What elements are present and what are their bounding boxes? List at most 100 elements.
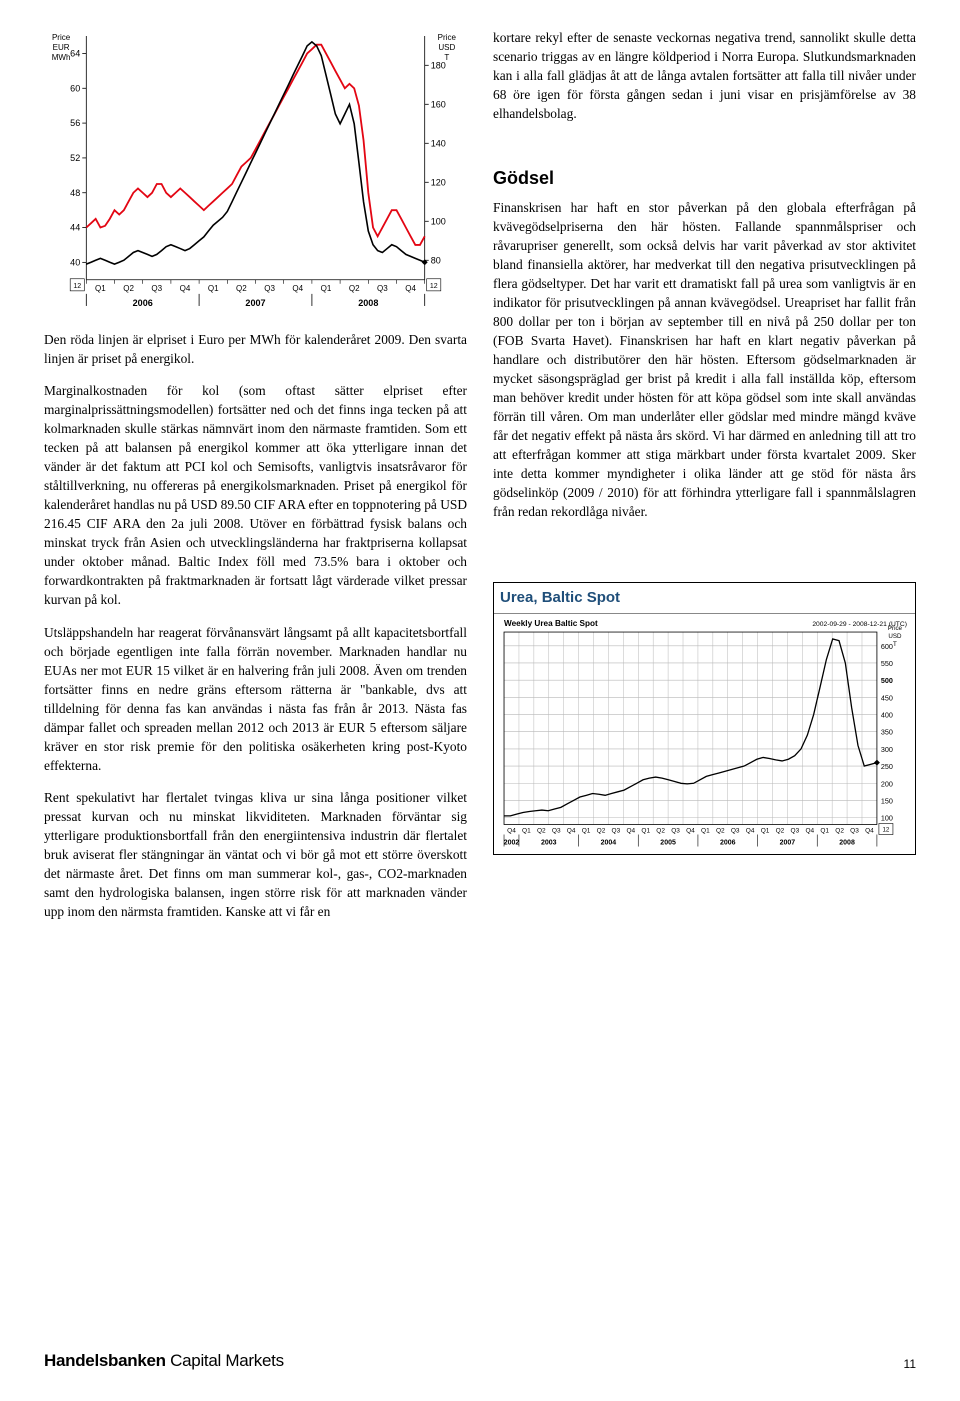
svg-text:Weekly Urea Baltic Spot: Weekly Urea Baltic Spot <box>504 619 598 628</box>
svg-text:2008: 2008 <box>839 839 855 846</box>
svg-text:2005: 2005 <box>660 839 676 846</box>
spacer <box>493 136 916 166</box>
svg-text:Price: Price <box>52 33 71 42</box>
footer-brand-light: Capital Markets <box>166 1351 284 1370</box>
svg-text:600: 600 <box>881 641 893 650</box>
svg-text:12: 12 <box>430 283 438 290</box>
svg-text:Q4: Q4 <box>507 827 516 834</box>
svg-text:2004: 2004 <box>601 839 617 846</box>
svg-text:Price: Price <box>888 625 903 632</box>
svg-text:150: 150 <box>881 796 893 805</box>
svg-text:60: 60 <box>70 83 80 93</box>
svg-text:Q2: Q2 <box>597 827 606 834</box>
svg-text:56: 56 <box>70 118 80 128</box>
two-column-layout: 40444852566064PriceEURMWh801001201401601… <box>44 28 916 934</box>
svg-text:Q4: Q4 <box>686 827 695 834</box>
svg-text:Price: Price <box>438 33 457 42</box>
svg-text:500: 500 <box>881 676 893 685</box>
svg-text:Q2: Q2 <box>776 827 785 834</box>
svg-text:2006: 2006 <box>133 298 153 308</box>
svg-text:12: 12 <box>73 283 81 290</box>
svg-text:Q3: Q3 <box>264 284 275 293</box>
svg-text:Q1: Q1 <box>95 284 106 293</box>
svg-text:200: 200 <box>881 779 893 788</box>
svg-text:Q4: Q4 <box>292 284 303 293</box>
svg-text:Q1: Q1 <box>522 827 531 834</box>
svg-text:Q4: Q4 <box>805 827 814 834</box>
chart1-caption: Den röda linjen är elpriset i Euro per M… <box>44 330 467 368</box>
svg-text:44: 44 <box>70 223 80 233</box>
svg-text:Q2: Q2 <box>236 284 247 293</box>
svg-text:550: 550 <box>881 659 893 668</box>
svg-text:Q3: Q3 <box>377 284 388 293</box>
svg-text:250: 250 <box>881 762 893 771</box>
svg-text:Q2: Q2 <box>537 827 546 834</box>
svg-text:Q1: Q1 <box>820 827 829 834</box>
svg-text:Q1: Q1 <box>701 827 710 834</box>
svg-text:Q2: Q2 <box>656 827 665 834</box>
svg-text:Q1: Q1 <box>321 284 332 293</box>
svg-text:64: 64 <box>70 48 80 58</box>
svg-text:120: 120 <box>431 177 446 187</box>
footer-brand-bold: Handelsbanken <box>44 1351 166 1370</box>
svg-text:Q2: Q2 <box>716 827 725 834</box>
svg-text:Q2: Q2 <box>349 284 360 293</box>
urea-chart-box: Urea, Baltic Spot Weekly Urea Baltic Spo… <box>493 582 916 855</box>
svg-text:400: 400 <box>881 710 893 719</box>
svg-text:USD: USD <box>438 43 455 52</box>
svg-text:Q1: Q1 <box>208 284 219 293</box>
right-column: kortare rekyl efter de senaste veckornas… <box>493 28 916 934</box>
svg-text:Q4: Q4 <box>405 284 416 293</box>
body-para-3: Rent spekulativt har flertalet tvingas k… <box>44 788 467 921</box>
svg-text:MWh: MWh <box>52 53 71 62</box>
svg-text:Q4: Q4 <box>626 827 635 834</box>
svg-text:2002: 2002 <box>504 839 520 846</box>
spacer <box>493 534 916 582</box>
svg-text:Q3: Q3 <box>731 827 740 834</box>
svg-text:160: 160 <box>431 99 446 109</box>
svg-text:450: 450 <box>881 693 893 702</box>
svg-text:140: 140 <box>431 138 446 148</box>
svg-text:Q1: Q1 <box>761 827 770 834</box>
svg-text:40: 40 <box>70 257 80 267</box>
body-para-2: Utsläppshandeln har reagerat förvånansvä… <box>44 623 467 775</box>
svg-text:48: 48 <box>70 188 80 198</box>
svg-text:Q2: Q2 <box>123 284 134 293</box>
svg-text:350: 350 <box>881 727 893 736</box>
left-column: 40444852566064PriceEURMWh801001201401601… <box>44 28 467 934</box>
price-chart-energikol: 40444852566064PriceEURMWh801001201401601… <box>44 28 467 320</box>
svg-text:Q3: Q3 <box>671 827 680 834</box>
svg-text:2007: 2007 <box>780 839 796 846</box>
footer-brand: Handelsbanken Capital Markets <box>44 1351 284 1371</box>
svg-text:EUR: EUR <box>53 43 70 52</box>
svg-text:100: 100 <box>431 216 446 226</box>
page-footer: Handelsbanken Capital Markets 11 <box>44 1351 916 1371</box>
svg-text:Q1: Q1 <box>582 827 591 834</box>
svg-text:52: 52 <box>70 153 80 163</box>
heading-godsel: Gödsel <box>493 166 916 192</box>
svg-text:Q3: Q3 <box>850 827 859 834</box>
svg-text:12: 12 <box>882 826 889 833</box>
svg-text:Q4: Q4 <box>746 827 755 834</box>
svg-text:Q3: Q3 <box>791 827 800 834</box>
svg-text:T: T <box>444 53 449 62</box>
svg-text:Q4: Q4 <box>865 827 874 834</box>
svg-text:Q3: Q3 <box>552 827 561 834</box>
svg-text:2007: 2007 <box>245 298 265 308</box>
body-para-r1: kortare rekyl efter de senaste veckornas… <box>493 28 916 123</box>
footer-page-number: 11 <box>904 1357 916 1371</box>
svg-text:2006: 2006 <box>720 839 736 846</box>
svg-text:Q3: Q3 <box>612 827 621 834</box>
body-para-1: Marginalkostnaden för kol (som oftast sä… <box>44 381 467 609</box>
svg-text:USD: USD <box>888 633 902 640</box>
svg-text:80: 80 <box>431 255 441 265</box>
svg-text:Q3: Q3 <box>151 284 162 293</box>
svg-text:100: 100 <box>881 813 893 822</box>
svg-text:Q2: Q2 <box>835 827 844 834</box>
svg-text:2008: 2008 <box>358 298 378 308</box>
urea-chart-title: Urea, Baltic Spot <box>494 583 915 613</box>
body-para-r2: Finanskrisen har haft en stor påverkan p… <box>493 198 916 522</box>
svg-text:Q4: Q4 <box>180 284 191 293</box>
svg-text:Q4: Q4 <box>567 827 576 834</box>
svg-text:Q1: Q1 <box>641 827 650 834</box>
